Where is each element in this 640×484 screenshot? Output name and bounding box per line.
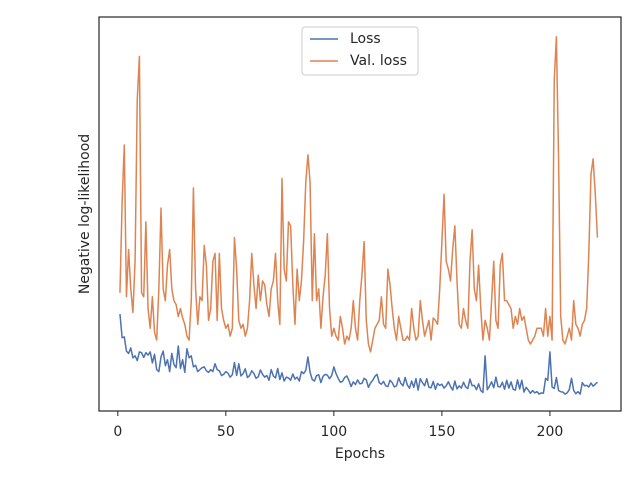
line-series [119,314,598,395]
x-tick-label: 100 [320,424,347,440]
legend-label: Val. loss [350,53,407,69]
line-series [119,35,599,353]
y-axis-label: Negative log-likelihood [77,134,93,294]
x-tick-label: 50 [217,424,235,440]
x-tick-label: 150 [429,424,456,440]
x-tick-label: 0 [113,424,122,440]
x-axis-label: Epochs [335,446,385,462]
x-tick-label: 200 [537,424,564,440]
axes-frame [98,16,622,412]
legend-label: Loss [350,31,381,47]
